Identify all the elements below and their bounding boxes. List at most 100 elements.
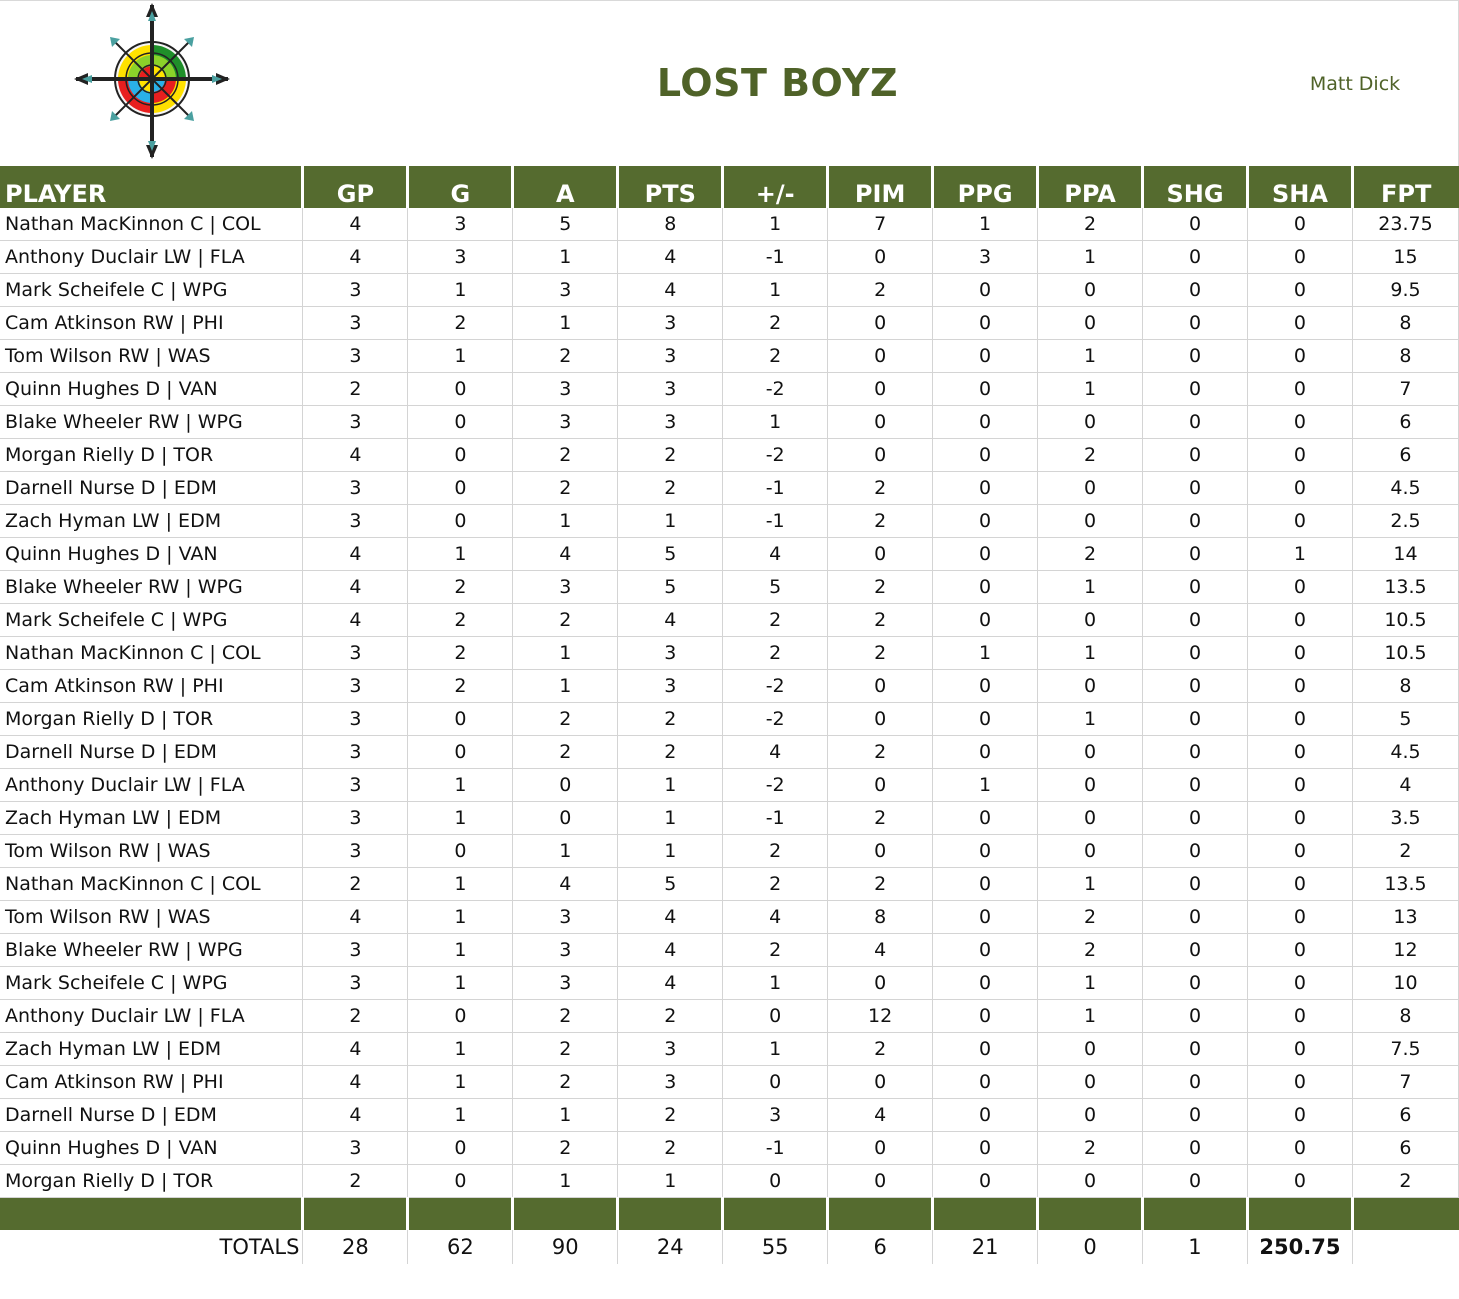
stat-cell: 7 — [1352, 1065, 1459, 1099]
stat-cell: 4 — [617, 603, 724, 637]
column-header-g: G — [407, 166, 515, 208]
stat-cell: 1 — [407, 1032, 514, 1066]
stat-cell: 0 — [1142, 867, 1248, 901]
stat-cell: 0 — [407, 735, 514, 769]
stat-cell: 4 — [302, 1098, 409, 1132]
stat-cell: 3 — [302, 504, 409, 538]
stat-cell: 0 — [1037, 669, 1144, 703]
stat-cell: 0 — [1142, 669, 1248, 703]
stat-cell: 3 — [407, 208, 514, 241]
stat-cell: 1 — [1037, 339, 1144, 373]
stat-cell: 2 — [617, 735, 724, 769]
table-row: Tom Wilson RW | WAS 3 1 2 3 2 0 0 1 0 0 8 — [0, 339, 1459, 373]
stat-cell: 4 — [617, 273, 724, 307]
table-row: Darnell Nurse D | EDM 4 1 1 2 3 4 0 0 0 0 6 — [0, 1098, 1459, 1132]
header-row: PLAYER GP G A PTS +/- PIM PPG PPA SHG SHA FPT — [0, 166, 1459, 208]
player-name-cell: Zach Hyman LW | EDM — [0, 801, 304, 835]
stat-cell: 1 — [722, 1032, 829, 1066]
stat-cell: 1 — [932, 208, 1039, 241]
table-row: Zach Hyman LW | EDM 3 1 0 1 -1 2 0 0 0 0 3.5 — [0, 801, 1459, 835]
player-name-cell: Anthony Duclair LW | FLA — [0, 240, 304, 274]
stat-cell: 0 — [1247, 834, 1353, 868]
separator-cell — [617, 1197, 725, 1230]
table-row: Nathan MacKinnon C | COL 4 3 5 8 1 7 1 2 0 0 23.75 — [0, 208, 1459, 241]
player-name-cell: Darnell Nurse D | EDM — [0, 735, 304, 769]
stat-cell: 0 — [932, 1164, 1039, 1198]
column-header-gp: GP — [302, 166, 410, 208]
stat-cell: 0 — [932, 999, 1039, 1033]
stat-cell: 2 — [722, 603, 829, 637]
stat-cell: 0 — [1247, 801, 1353, 835]
stat-cell: 4 — [302, 900, 409, 934]
player-name-cell: Morgan Rielly D | TOR — [0, 702, 304, 736]
table-row: Tom Wilson RW | WAS 4 1 3 4 4 8 0 2 0 0 13 — [0, 900, 1459, 934]
stat-cell: 13.5 — [1352, 570, 1459, 604]
player-name-cell: Morgan Rielly D | TOR — [0, 1164, 304, 1198]
stat-cell: 2 — [1037, 1131, 1144, 1165]
player-name-cell: Tom Wilson RW | WAS — [0, 900, 304, 934]
player-name-cell: Darnell Nurse D | EDM — [0, 1098, 304, 1132]
stat-cell: 0 — [932, 405, 1039, 439]
stat-cell: 0 — [1142, 768, 1248, 802]
stat-cell: 2 — [407, 669, 514, 703]
player-name-cell: Mark Scheifele C | WPG — [0, 603, 304, 637]
stat-cell: 0 — [932, 339, 1039, 373]
stat-cell: 3 — [407, 240, 514, 274]
player-name-cell: Mark Scheifele C | WPG — [0, 966, 304, 1000]
table-row: Darnell Nurse D | EDM 3 0 2 2 4 2 0 0 0 0 4.5 — [0, 735, 1459, 769]
total-cell: 1 — [1142, 1230, 1248, 1264]
player-name-cell: Quinn Hughes D | VAN — [0, 1131, 304, 1165]
table-row: Blake Wheeler RW | WPG 4 2 3 5 5 2 0 1 0 0 13.5 — [0, 570, 1459, 604]
stat-cell: 10.5 — [1352, 603, 1459, 637]
player-name-cell: Cam Atkinson RW | PHI — [0, 1065, 304, 1099]
stat-cell: 3 — [302, 405, 409, 439]
stat-cell: 1 — [932, 636, 1039, 670]
table-row: Anthony Duclair LW | FLA 2 0 2 2 0 12 0 1 0 0 8 — [0, 999, 1459, 1033]
player-name-cell: Anthony Duclair LW | FLA — [0, 999, 304, 1033]
stat-cell: 0 — [1142, 1131, 1248, 1165]
stat-cell: 0 — [1037, 1164, 1144, 1198]
stats-table: PLAYER GP G A PTS +/- PIM PPG PPA SHG SHA FPT Natha… — [0, 166, 1459, 1264]
stat-cell: 0 — [1142, 636, 1248, 670]
stat-cell: 1 — [1037, 240, 1144, 274]
column-header-sha: SHA — [1247, 166, 1354, 208]
stat-cell: 3 — [302, 339, 409, 373]
stat-cell: 0 — [1247, 636, 1353, 670]
stat-cell: 0 — [1142, 504, 1248, 538]
stat-cell: 1 — [512, 1164, 619, 1198]
player-name-cell: Quinn Hughes D | VAN — [0, 372, 304, 406]
stat-cell: 0 — [1247, 1131, 1353, 1165]
stat-cell: 0 — [1247, 669, 1353, 703]
stat-cell: 0 — [932, 372, 1039, 406]
player-name-cell: Zach Hyman LW | EDM — [0, 1032, 304, 1066]
stat-cell: 0 — [1142, 405, 1248, 439]
stat-cell: 0 — [1037, 834, 1144, 868]
player-name-cell: Morgan Rielly D | TOR — [0, 438, 304, 472]
separator-cell — [0, 1197, 305, 1230]
table-row: Mark Scheifele C | WPG 4 2 2 4 2 2 0 0 0 0 10.5 — [0, 603, 1459, 637]
stat-cell: 0 — [932, 603, 1039, 637]
player-name-cell: Cam Atkinson RW | PHI — [0, 669, 304, 703]
total-cell: 250.75 — [1247, 1230, 1353, 1264]
stat-cell: 0 — [1247, 372, 1353, 406]
stat-cell: 0 — [407, 504, 514, 538]
stat-cell: 2 — [302, 372, 409, 406]
stat-cell: 2 — [722, 306, 829, 340]
stat-cell: 2 — [722, 933, 829, 967]
stat-cell: 1 — [407, 537, 514, 571]
stat-cell: 1 — [1037, 867, 1144, 901]
stat-cell: 4 — [512, 537, 619, 571]
table-row: Morgan Rielly D | TOR 4 0 2 2 -2 0 0 2 0 0 6 — [0, 438, 1459, 472]
table-row: Tom Wilson RW | WAS 3 0 1 1 2 0 0 0 0 0 2 — [0, 834, 1459, 868]
stat-cell: 2 — [512, 735, 619, 769]
total-cell: 6 — [827, 1230, 934, 1264]
stat-cell: 1 — [407, 768, 514, 802]
stat-cell: 2 — [617, 999, 724, 1033]
total-cell: 0 — [1037, 1230, 1144, 1264]
stat-cell: 0 — [827, 768, 934, 802]
stat-cell: 5 — [617, 570, 724, 604]
stat-cell: 2 — [1037, 900, 1144, 934]
stat-cell: 0 — [827, 306, 934, 340]
stat-cell: 7 — [827, 208, 934, 241]
stat-cell: 0 — [1247, 1065, 1353, 1099]
